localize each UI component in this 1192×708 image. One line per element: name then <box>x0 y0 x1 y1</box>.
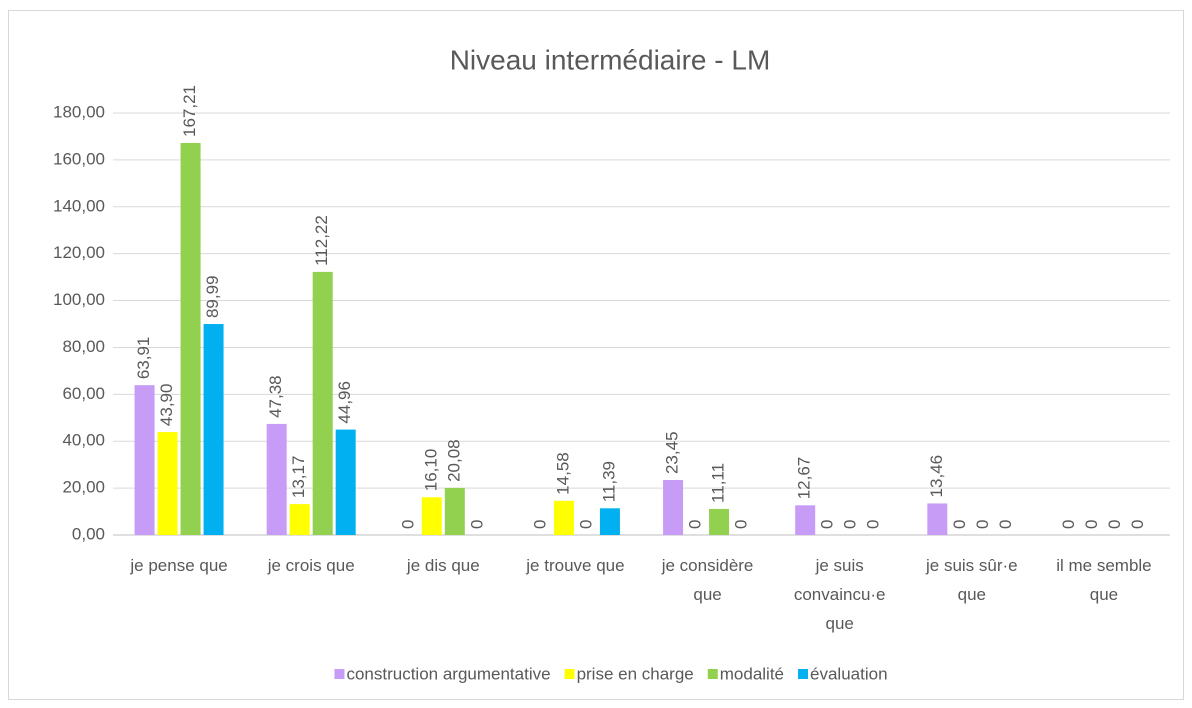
bar <box>663 480 684 535</box>
y-tick-label: 160,00 <box>53 149 105 168</box>
bar <box>335 429 356 535</box>
data-label: 47,38 <box>266 375 285 418</box>
data-label: 0 <box>530 520 549 529</box>
legend-label: construction argumentative <box>346 664 550 683</box>
bar <box>289 504 310 535</box>
data-label: 63,91 <box>134 337 153 380</box>
bar <box>795 505 816 535</box>
y-tick-label: 60,00 <box>62 384 105 403</box>
legend-swatch <box>564 669 575 679</box>
y-tick-label: 80,00 <box>62 337 105 356</box>
data-label: 11,11 <box>709 463 728 503</box>
data-label: 0 <box>973 520 992 529</box>
data-label: 0 <box>686 520 705 529</box>
data-label: 0 <box>1059 520 1078 529</box>
legend-label: modalité <box>720 664 784 683</box>
x-tick-label: il me semble que <box>1056 556 1151 604</box>
data-label: 0 <box>864 520 883 529</box>
data-label: 0 <box>996 520 1015 529</box>
x-tick-label: je trouve que <box>525 556 624 575</box>
legend-swatch <box>334 669 345 679</box>
data-label: 112,22 <box>312 215 331 266</box>
x-tick-label: je pense que <box>129 556 227 575</box>
data-label: 89,99 <box>203 275 222 318</box>
chart-title: Niveau intermédiaire - LM <box>450 44 771 75</box>
data-label: 13,46 <box>927 455 946 498</box>
data-label: 0 <box>398 520 417 529</box>
bar <box>266 423 287 535</box>
data-label: 0 <box>1082 520 1101 529</box>
bar <box>421 497 442 535</box>
bar <box>553 500 574 535</box>
data-label: 0 <box>950 520 969 529</box>
x-tick-label: je dis que <box>406 556 480 575</box>
bar <box>444 487 465 535</box>
data-label: 12,67 <box>795 457 814 500</box>
y-tick-label: 20,00 <box>62 478 105 497</box>
data-label: 43,90 <box>157 384 176 427</box>
bar <box>180 142 201 535</box>
data-label: 11,39 <box>599 461 618 502</box>
bar <box>709 508 730 535</box>
data-label: 167,21 <box>180 85 199 137</box>
data-label: 0 <box>841 520 860 529</box>
data-label: 0 <box>576 520 595 529</box>
x-tick-label: je considère que <box>661 556 754 604</box>
legend-swatch <box>798 669 809 679</box>
data-label: 13,17 <box>289 456 308 499</box>
legend-label: évaluation <box>810 664 888 683</box>
y-tick-label: 180,00 <box>53 102 105 121</box>
data-label: 23,45 <box>663 431 682 474</box>
bar <box>927 503 948 535</box>
legend-swatch <box>707 669 718 679</box>
legend-label: prise en charge <box>577 664 694 683</box>
bar <box>599 508 620 535</box>
data-label: 20,08 <box>444 439 463 482</box>
bar <box>312 271 333 535</box>
data-label: 0 <box>1105 520 1124 529</box>
y-tick-label: 0,00 <box>72 524 105 543</box>
bar <box>134 385 155 535</box>
y-tick-label: 120,00 <box>53 243 105 262</box>
data-label: 0 <box>818 520 837 529</box>
y-tick-label: 100,00 <box>53 290 105 309</box>
data-label: 0 <box>1128 520 1147 529</box>
data-label: 14,58 <box>553 452 572 495</box>
data-label: 0 <box>467 520 486 529</box>
y-tick-label: 40,00 <box>62 431 105 450</box>
bar <box>157 432 178 535</box>
x-tick-label: je crois que <box>267 556 355 575</box>
x-tick-label: je suis convaincu·e que <box>794 556 886 633</box>
bar <box>203 324 224 535</box>
data-label: 44,96 <box>335 381 354 424</box>
data-label: 0 <box>732 520 751 529</box>
x-tick-label: je suis sûr·e que <box>925 556 1018 604</box>
data-label: 16,10 <box>421 449 440 492</box>
y-tick-label: 140,00 <box>53 196 105 215</box>
